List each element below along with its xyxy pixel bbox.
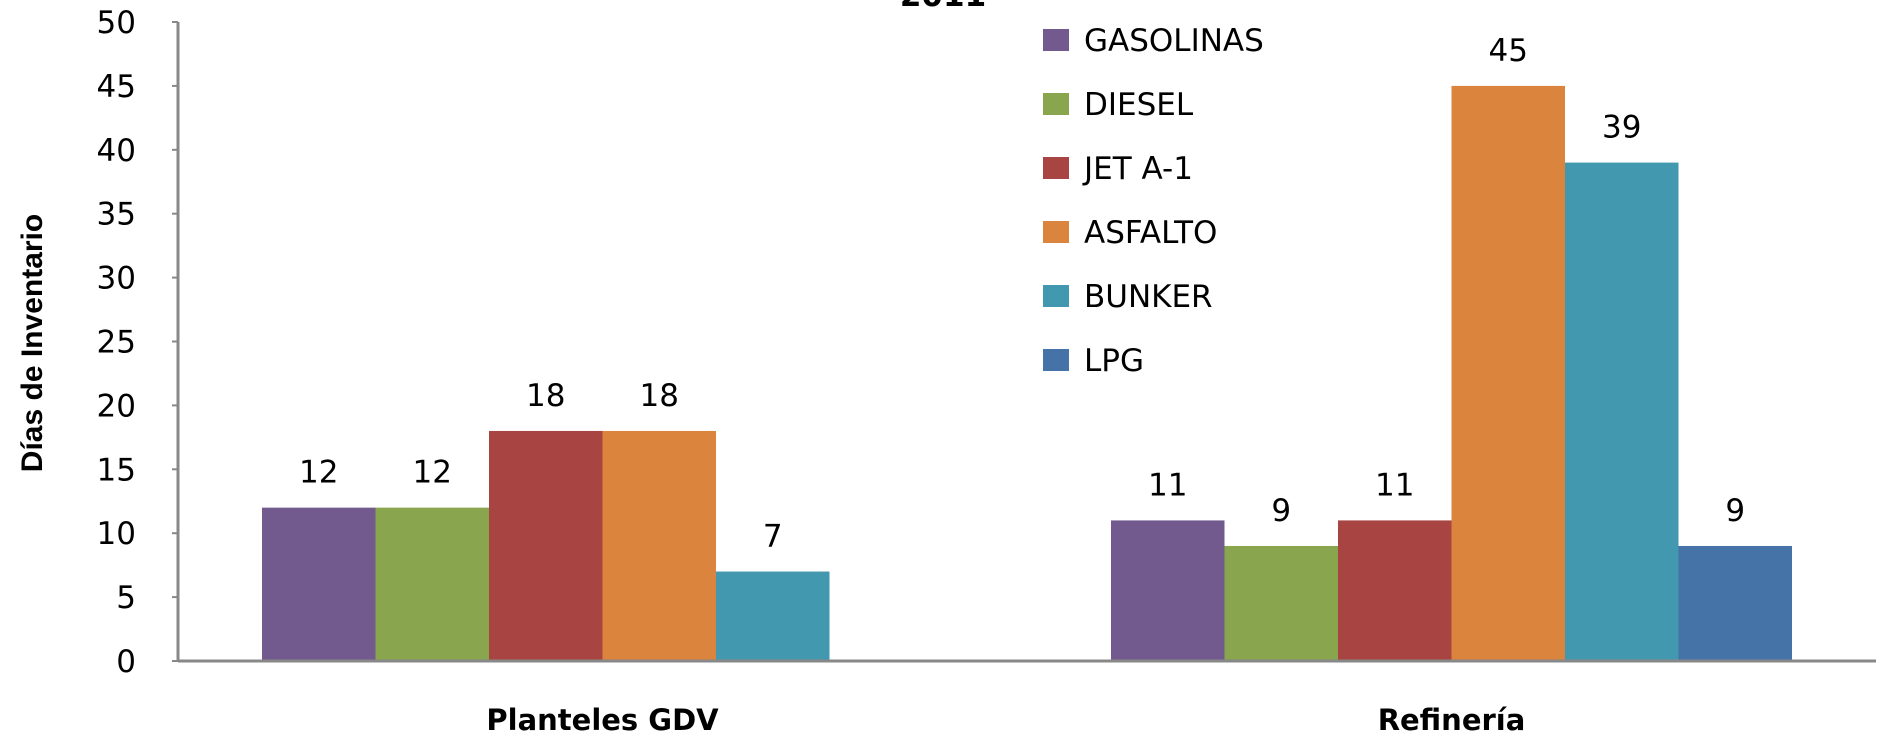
y-tick-label: 50 [97,5,136,41]
legend-label: DIESEL [1084,87,1194,123]
bar [375,507,489,661]
y-tick-label: 20 [97,388,136,424]
data-label: 12 [299,455,338,491]
data-label: 18 [640,378,679,414]
legend-label: GASOLINAS [1084,23,1264,59]
legend-label: JET A-1 [1082,151,1193,187]
y-tick-label: 40 [97,133,136,169]
bar [716,571,830,661]
data-label: 12 [413,455,452,491]
bar [1338,520,1452,661]
bar [1678,545,1792,661]
legend-swatch [1043,29,1069,51]
data-label: 39 [1602,110,1641,146]
chart-title: 2011 [900,0,986,14]
data-label: 9 [1271,493,1291,529]
y-tick-label: 15 [97,452,136,488]
data-label: 11 [1148,467,1187,503]
data-label: 7 [763,519,783,555]
bar [489,430,603,661]
legend-swatch [1043,157,1069,179]
y-tick-label: 10 [97,516,136,552]
y-tick-label: 35 [97,197,136,233]
legend-swatch [1043,349,1069,371]
bar [1565,162,1679,661]
bar [1451,85,1565,661]
bar [262,507,376,661]
data-label: 18 [526,378,565,414]
legend-label: ASFALTO [1084,215,1217,251]
y-axis-label: Días de Inventario [16,214,49,472]
x-tick-label: Planteles GDV [486,703,719,737]
data-label: 11 [1375,467,1414,503]
bar [1224,545,1338,661]
legend-label: BUNKER [1084,279,1213,315]
legend-swatch [1043,221,1069,243]
data-label: 45 [1489,33,1528,69]
legend-swatch [1043,285,1069,307]
legend-swatch [1043,93,1069,115]
data-label: 9 [1725,493,1745,529]
y-tick-label: 25 [97,325,136,361]
y-tick-label: 30 [97,261,136,297]
legend-label: LPG [1084,343,1144,379]
bar [602,430,716,661]
x-tick-label: Refinería [1378,703,1526,737]
y-tick-label: 0 [116,644,136,680]
bar [1111,520,1225,661]
y-tick-label: 45 [97,69,136,105]
y-tick-label: 5 [116,580,136,616]
